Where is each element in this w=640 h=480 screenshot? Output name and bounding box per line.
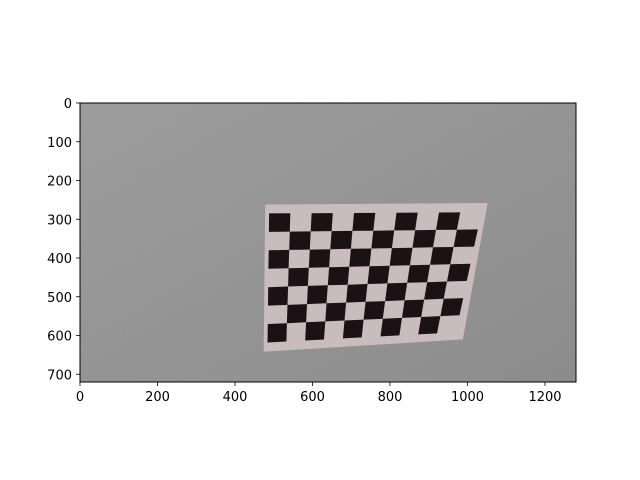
x-tick-label: 1200 <box>528 390 561 405</box>
checker-square <box>389 247 413 266</box>
x-tick-label: 200 <box>145 390 170 405</box>
checker-square <box>453 229 478 247</box>
x-tick-label: 1000 <box>451 390 484 405</box>
axes-frame <box>79 102 577 383</box>
y-tick-label: 700 <box>47 368 72 383</box>
checker-square <box>418 316 441 335</box>
checker-square <box>268 213 291 232</box>
checker-square <box>380 317 402 337</box>
y-axis: 0 100 200 300 400 500 600 700 <box>47 97 80 383</box>
y-tick-label: 600 <box>47 330 72 345</box>
checker-square <box>352 212 376 231</box>
checker-square <box>307 285 328 305</box>
checker-square <box>349 248 372 267</box>
checker-square <box>305 321 326 341</box>
checker-square <box>308 249 331 268</box>
x-tick-label: 400 <box>223 390 248 405</box>
checker-square <box>367 265 390 284</box>
checker-square <box>436 212 461 230</box>
checker-square <box>440 298 464 317</box>
checkerboard-squares <box>267 212 478 343</box>
checker-square <box>346 284 368 303</box>
y-tick-label: 200 <box>47 175 72 190</box>
checker-square <box>267 323 287 343</box>
checker-square <box>342 319 364 339</box>
checker-square <box>330 230 353 250</box>
checker-square <box>412 229 436 248</box>
checker-square <box>424 281 447 300</box>
checker-square <box>385 282 408 302</box>
checker-square <box>363 301 386 320</box>
x-tick-label: 800 <box>378 390 403 405</box>
checker-square <box>268 249 290 269</box>
checker-square <box>327 266 350 286</box>
y-tick-label: 100 <box>47 136 72 151</box>
y-tick-label: 0 <box>64 97 72 112</box>
y-tick-label: 500 <box>47 291 72 306</box>
checker-square <box>288 267 309 287</box>
checker-square <box>447 263 471 282</box>
checker-square <box>407 264 431 283</box>
checker-square <box>402 299 425 318</box>
y-tick-label: 400 <box>47 252 72 267</box>
checker-square <box>289 231 311 250</box>
checker-square <box>371 230 395 249</box>
checker-square <box>286 304 307 324</box>
checker-square <box>325 302 347 322</box>
photo-image <box>80 103 576 382</box>
x-tick-label: 0 <box>76 390 84 405</box>
checker-square <box>430 247 454 265</box>
checker-square <box>394 212 418 231</box>
x-axis: 0 200 400 600 800 1000 1200 <box>76 382 562 405</box>
checker-square <box>268 286 289 306</box>
y-tick-label: 300 <box>47 213 72 228</box>
checker-square <box>310 213 333 232</box>
x-tick-label: 600 <box>300 390 325 405</box>
